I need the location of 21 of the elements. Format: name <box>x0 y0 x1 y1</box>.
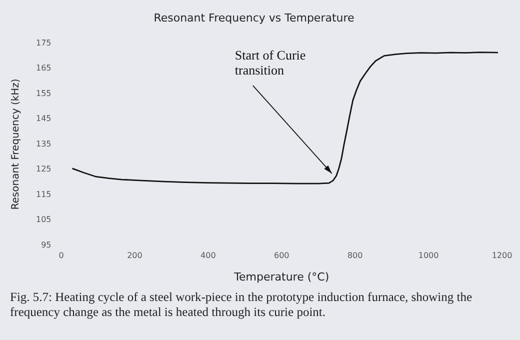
y-axis-title: Resonant Frequency (kHz) <box>10 78 22 210</box>
x-tick-label: 1200 <box>492 251 512 260</box>
y-tick-label: 145 <box>36 114 52 124</box>
x-tick-label: 600 <box>274 251 290 260</box>
x-axis-title: Temperature (°C) <box>233 270 330 284</box>
y-tick-label: 125 <box>36 164 52 174</box>
y-tick-label: 175 <box>36 38 52 48</box>
y-tick-label: 105 <box>36 215 52 224</box>
caption: Fig. 5.7: Heating cycle of a steel work-piece in the prototype induction furnace, showing the frequency change as the metal is heated through its curie point. <box>10 290 474 320</box>
y-tick-label: 115 <box>36 190 52 199</box>
x-tick-label: 400 <box>200 251 216 260</box>
x-tick-label: 0 <box>58 251 64 260</box>
chart-title: Resonant Frequency vs Temperature <box>154 11 355 24</box>
y-tick-label: 165 <box>36 64 52 73</box>
x-tick-label: 1000 <box>418 251 439 260</box>
y-tick-label: 135 <box>36 139 52 148</box>
x-tick-label: 800 <box>347 251 363 260</box>
x-tick-label: 200 <box>127 251 142 260</box>
y-tick-label: 155 <box>36 88 52 98</box>
annotation: Start of Curie transition <box>234 48 306 78</box>
y-tick-label: 95 <box>41 240 52 250</box>
